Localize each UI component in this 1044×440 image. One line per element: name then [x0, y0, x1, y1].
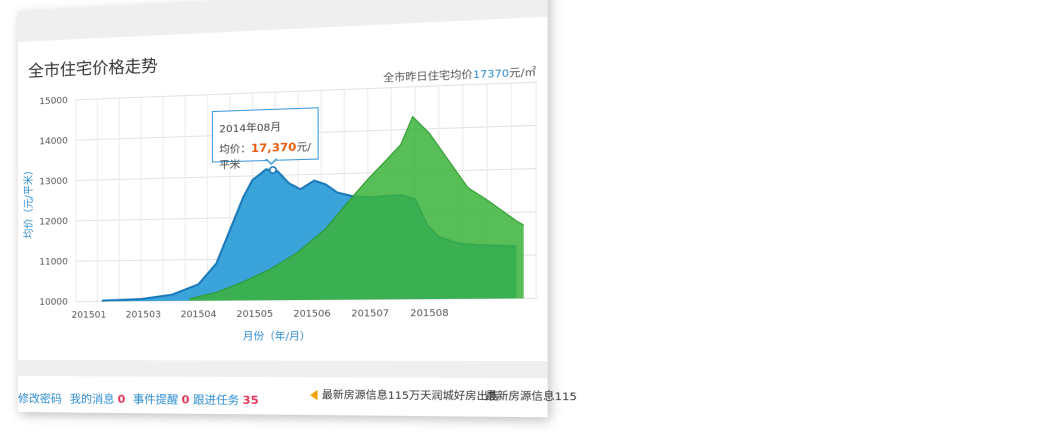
- x-tick-label: 201501: [72, 310, 107, 320]
- y-tick-label: 12000: [39, 217, 68, 228]
- my-messages-label: 我的消息: [69, 392, 115, 406]
- y-tick-label: 15000: [39, 96, 68, 107]
- change-password-label: 修改密码: [18, 392, 62, 406]
- price-trend-chart: 10000 11000 12000 13000 14000 15000 201501 2015…: [22, 73, 548, 343]
- x-tick-label: 201504: [181, 310, 217, 321]
- price-trend-card: 全市住宅价格走势 全市昨日住宅均价17370元/㎡ 10000 11000 1200…: [18, 0, 577, 418]
- x-tick-label: 201505: [236, 310, 273, 321]
- listing-notice-1[interactable]: 最新房源信息115万天润城好房出售: [309, 386, 500, 403]
- tooltip-price-label: 均价：: [219, 143, 251, 157]
- x-tick-label: 201503: [126, 310, 161, 320]
- tooltip-price-value: 17,370: [250, 140, 297, 156]
- listing-notice-2-text: 最新房源信息115: [485, 390, 577, 404]
- top-band: [18, 0, 548, 43]
- y-tick-label: 10000: [39, 298, 68, 308]
- page-title: 全市住宅价格走势: [27, 55, 158, 81]
- event-reminders-link[interactable]: 事件提醒 0: [133, 391, 190, 408]
- chart-tooltip: 2014年08月 均价：17,370元/平米: [211, 107, 319, 172]
- x-tick-label: 201508: [410, 309, 449, 320]
- follow-up-tasks-count: 35: [242, 393, 259, 408]
- footer-bar: 修改密码 我的消息 0 事件提醒 0 跟进任务 35 最新房源信息115万天润城好房出…: [18, 376, 577, 417]
- x-tick-label: 201506: [293, 309, 331, 320]
- my-messages-link[interactable]: 我的消息 0: [70, 390, 125, 407]
- y-tick-label: 14000: [39, 136, 68, 147]
- x-tick-label: 201507: [351, 309, 389, 320]
- listing-notice-2[interactable]: 最新房源信息115: [486, 387, 577, 404]
- event-reminders-count: 0: [181, 393, 190, 407]
- y-axis-label: 均价（元/平米）: [22, 165, 35, 239]
- tooltip-price-line: 均价：17,370元/平米: [219, 138, 317, 171]
- tooltip-month: 2014年08月: [219, 122, 282, 136]
- follow-up-tasks-label: 跟进任务: [192, 393, 240, 407]
- listing-notice-1-text: 最新房源信息115万天润城好房出售: [321, 389, 500, 403]
- my-messages-count: 0: [117, 392, 126, 406]
- follow-up-tasks-link[interactable]: 跟进任务 35: [193, 391, 259, 408]
- x-axis-label: 月份（年/月）: [243, 329, 311, 343]
- event-reminders-label: 事件提醒: [132, 392, 179, 407]
- tooltip-arrow-inner: [265, 157, 277, 164]
- y-tick-label: 13000: [39, 177, 68, 188]
- speaker-icon: [309, 389, 318, 401]
- y-tick-label: 11000: [39, 257, 68, 267]
- change-password-link[interactable]: 修改密码: [18, 390, 62, 406]
